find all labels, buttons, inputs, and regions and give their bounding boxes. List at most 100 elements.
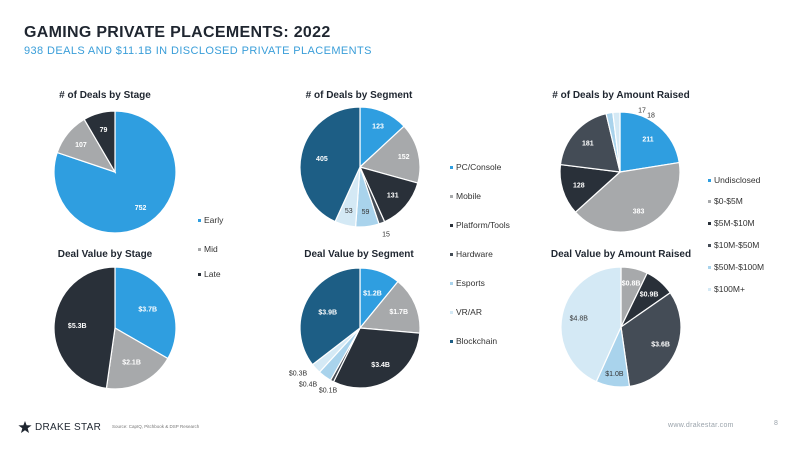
data-label-deals-by-stage-0: 752 xyxy=(135,205,147,212)
data-label-deals-by-amount-1: 383 xyxy=(633,208,645,215)
legend-amount: Undisclosed $0-$5M $5M-$10M $10M-$50M $5… xyxy=(708,175,764,306)
page-title: GAMING PRIVATE PLACEMENTS: 2022 xyxy=(24,24,331,41)
legend-label: Early xyxy=(204,215,224,225)
logo-text: DRAKE STAR xyxy=(35,421,102,433)
legend-item-100m-plus: $100M+ xyxy=(708,284,764,306)
data-label-deals-by-segment-1: 152 xyxy=(398,154,410,161)
data-label-deals-by-segment-5: 53 xyxy=(345,208,353,215)
legend-label: $50M-$100M xyxy=(714,262,765,272)
legend-label: $5M-$10M xyxy=(714,218,755,228)
legend-swatch xyxy=(198,273,201,276)
legend-swatch xyxy=(450,253,453,256)
legend-item-pc-console: PC/Console xyxy=(450,162,510,191)
chart-title-deals-by-segment: # of Deals by Segment xyxy=(305,90,413,101)
page-subtitle: 938 DEALS AND $11.1B IN DISCLOSED PRIVAT… xyxy=(24,45,372,57)
legend-label: $0-$5M xyxy=(714,196,743,206)
pie-slice-deals-by-segment-1 xyxy=(358,125,421,184)
data-label-value-by-amount-3: $1.0B xyxy=(605,371,624,378)
data-label-value-by-amount-2: $3.6B xyxy=(651,342,670,349)
legend-label: PC/Console xyxy=(456,162,502,172)
data-label-value-by-stage-2: $5.3B xyxy=(68,323,87,330)
legend-item-mid: Mid xyxy=(198,244,223,269)
data-label-deals-by-segment-3: 15 xyxy=(382,232,390,239)
chart-title-deals-by-amount: # of Deals by Amount Raised xyxy=(552,90,690,101)
drake-star-logo: DRAKE STAR xyxy=(18,421,101,433)
legend-label: $100M+ xyxy=(714,284,745,294)
legend-item-early: Early xyxy=(198,215,223,244)
star-logo-icon xyxy=(18,421,32,433)
data-label-value-by-segment-1: $1.7B xyxy=(389,309,408,316)
legend-item-hardware: Hardware xyxy=(450,249,510,278)
legend-label: Platform/Tools xyxy=(456,220,510,230)
data-label-deals-by-segment-4: 59 xyxy=(362,209,370,216)
legend-swatch xyxy=(198,219,201,222)
legend-swatch xyxy=(450,311,453,314)
legend-item-vr-ar: VR/AR xyxy=(450,307,510,336)
legend-label: Esports xyxy=(456,278,485,288)
pie-slice-deals-by-segment-6 xyxy=(299,106,361,223)
data-label-deals-by-segment-2: 131 xyxy=(387,193,399,200)
legend-item-undisclosed: Undisclosed xyxy=(708,175,764,196)
pie-slice-value-by-segment-6 xyxy=(299,267,361,366)
data-label-value-by-amount-0: $0.8B xyxy=(622,281,641,288)
legend-swatch xyxy=(708,179,711,182)
legend-swatch xyxy=(708,200,711,203)
data-label-value-by-segment-5: $0.3B xyxy=(289,371,308,378)
pie-slice-deals-by-amount-0 xyxy=(619,111,680,173)
legend-item-esports: Esports xyxy=(450,278,510,307)
data-label-value-by-segment-3: $0.1B xyxy=(319,388,338,395)
source-note: Source: CapIQ, Pitchbook & DSP Research xyxy=(112,424,200,429)
data-label-value-by-segment-2: $3.4B xyxy=(371,362,390,369)
legend-item-mobile: Mobile xyxy=(450,191,510,220)
chart-title-deals-by-stage: # of Deals by Stage xyxy=(59,90,151,101)
data-label-deals-by-stage-1: 107 xyxy=(75,142,87,149)
legend-item-50-100m: $50M-$100M xyxy=(708,262,764,284)
legend-stage: Early Mid Late xyxy=(198,215,223,298)
pie-slice-deals-by-amount-3 xyxy=(559,112,621,173)
legend-label: Mobile xyxy=(456,191,482,201)
pie-slice-value-by-amount-2 xyxy=(620,291,682,388)
legend-swatch xyxy=(450,282,453,285)
chart-title-value-by-stage: Deal Value by Stage xyxy=(57,249,153,260)
data-label-deals-by-amount-4: 17 xyxy=(638,108,646,115)
data-label-deals-by-amount-3: 181 xyxy=(582,141,594,148)
data-label-deals-by-amount-2: 128 xyxy=(573,182,585,189)
legend-swatch xyxy=(450,340,453,343)
data-label-value-by-segment-6: $3.9B xyxy=(318,310,337,317)
legend-item-platform-tools: Platform/Tools xyxy=(450,220,510,249)
data-label-deals-by-amount-0: 211 xyxy=(642,137,653,144)
legend-label: Late xyxy=(204,269,221,279)
legend-swatch xyxy=(708,222,711,225)
legend-label: Hardware xyxy=(456,249,493,259)
pie-slice-value-by-stage-1 xyxy=(105,327,169,390)
legend-item-0-5m: $0-$5M xyxy=(708,196,764,218)
legend-swatch xyxy=(708,288,711,291)
pie-slice-deals-by-stage-2 xyxy=(83,110,116,175)
legend-swatch xyxy=(450,166,453,169)
legend-swatch xyxy=(198,248,201,251)
legend-label: $10M-$50M xyxy=(714,240,760,250)
data-label-deals-by-segment-6: 405 xyxy=(316,156,328,163)
pie-slice-value-by-stage-0 xyxy=(114,266,177,360)
legend-item-5-10m: $5M-$10M xyxy=(708,218,764,240)
pie-slice-value-by-amount-4 xyxy=(560,266,622,383)
data-label-deals-by-amount-5: 18 xyxy=(647,113,655,120)
pie-slice-deals-by-segment-2 xyxy=(358,166,419,223)
legend-item-late: Late xyxy=(198,269,223,298)
legend-label: VR/AR xyxy=(456,307,482,317)
data-label-value-by-segment-0: $1.2B xyxy=(363,290,382,297)
data-label-value-by-amount-1: $0.9B xyxy=(640,292,659,299)
pie-slice-deals-by-amount-1 xyxy=(574,161,681,233)
legend-swatch xyxy=(708,266,711,269)
legend-swatch xyxy=(450,224,453,227)
website-link[interactable]: www.drakestar.com xyxy=(668,422,734,429)
data-label-value-by-stage-0: $3.7B xyxy=(138,307,157,314)
pie-slice-deals-by-amount-5 xyxy=(612,111,621,173)
legend-swatch xyxy=(708,244,711,247)
chart-title-value-by-segment: Deal Value by Segment xyxy=(304,249,414,260)
data-label-deals-by-segment-0: 123 xyxy=(372,123,384,130)
legend-label: Blockchain xyxy=(456,336,498,346)
legend-item-10-50m: $10M-$50M xyxy=(708,240,764,262)
chart-title-value-by-amount: Deal Value by Amount Raised xyxy=(550,249,692,260)
